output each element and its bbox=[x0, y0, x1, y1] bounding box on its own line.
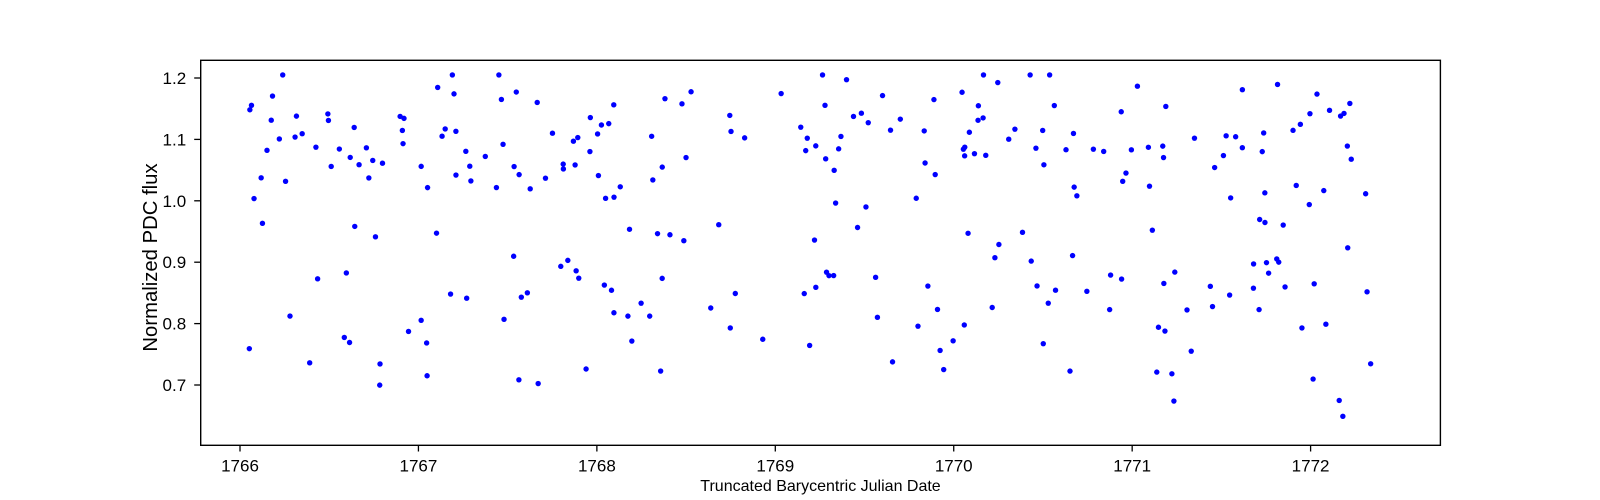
svg-text:0.7: 0.7 bbox=[163, 376, 187, 395]
svg-text:0.8: 0.8 bbox=[163, 315, 187, 334]
svg-text:0.9: 0.9 bbox=[163, 253, 187, 272]
svg-text:1769: 1769 bbox=[756, 457, 794, 476]
svg-text:1768: 1768 bbox=[578, 457, 616, 476]
svg-text:1.2: 1.2 bbox=[163, 69, 187, 88]
svg-text:1767: 1767 bbox=[400, 457, 438, 476]
svg-text:1770: 1770 bbox=[935, 457, 973, 476]
svg-text:Normalized PDC flux: Normalized PDC flux bbox=[140, 163, 162, 351]
svg-text:1.1: 1.1 bbox=[163, 130, 187, 149]
svg-text:1.0: 1.0 bbox=[163, 192, 187, 211]
svg-text:1771: 1771 bbox=[1113, 457, 1151, 476]
svg-text:1766: 1766 bbox=[221, 457, 259, 476]
svg-text:Truncated Barycentric Julian D: Truncated Barycentric Julian Date bbox=[700, 478, 941, 495]
svg-text:1772: 1772 bbox=[1292, 457, 1330, 476]
